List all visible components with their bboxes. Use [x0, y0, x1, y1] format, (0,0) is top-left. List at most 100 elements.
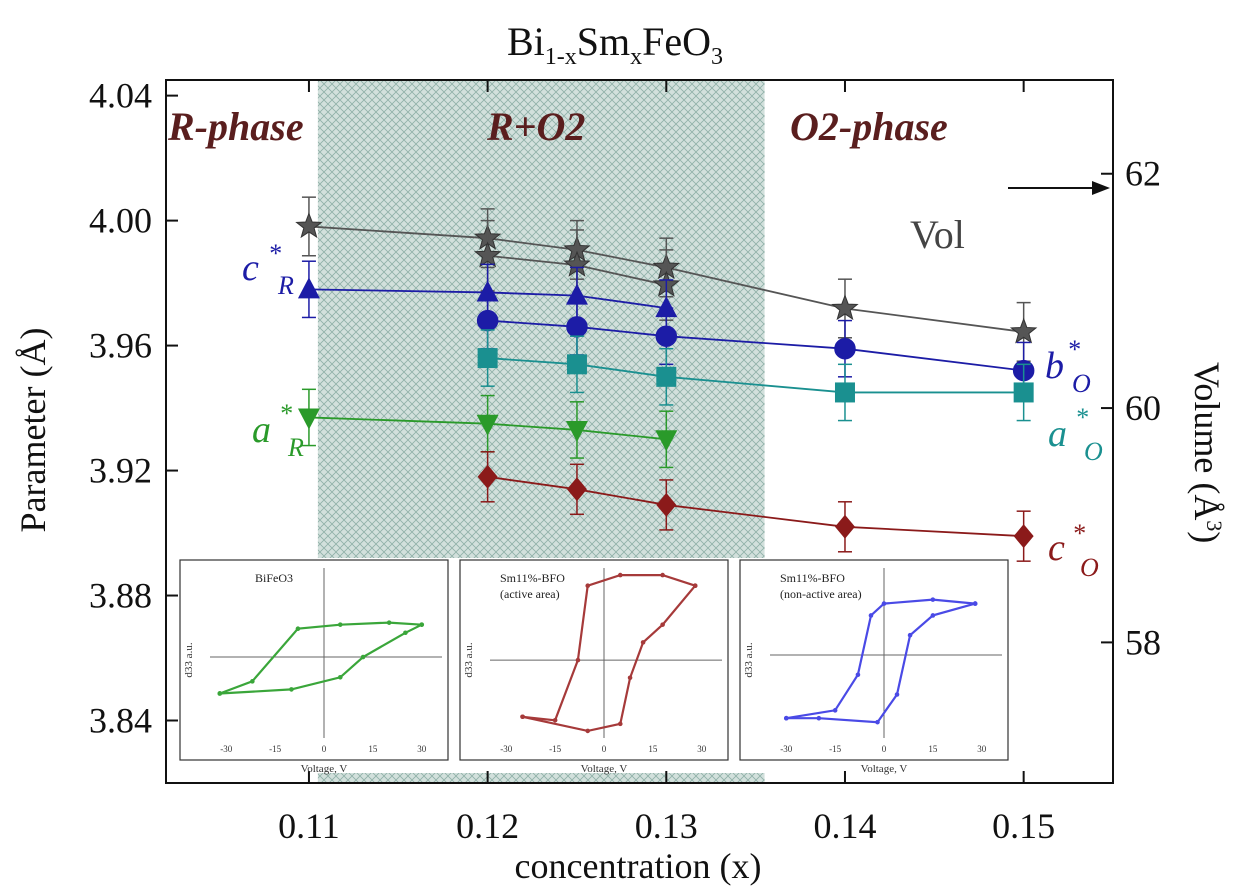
inset-x-tick-label: -15: [549, 744, 561, 754]
svg-text:*: *: [1067, 335, 1080, 364]
svg-text:c: c: [1048, 527, 1065, 569]
phase-label-o2: O2-phase: [790, 104, 948, 149]
inset-point: [617, 721, 623, 727]
y-tick-label: 4.04: [89, 76, 152, 116]
series-marker: [831, 294, 859, 321]
inset-x-label: Voltage, V: [861, 763, 908, 775]
inset-point: [419, 622, 425, 627]
inset-x-label: Voltage, V: [301, 763, 348, 775]
series-marker: [656, 366, 677, 387]
series-marker: [834, 337, 856, 360]
series-marker: [565, 420, 588, 442]
svg-text:b: b: [1045, 345, 1064, 387]
y-tick-label: 3.92: [89, 451, 152, 491]
series-marker: [476, 309, 499, 332]
vol-label: Vol: [910, 212, 965, 257]
series-marker: [655, 430, 678, 452]
inset-point: [640, 640, 646, 645]
phase-label-r-o2: R+O2: [486, 104, 585, 149]
series-label-a-r: a * R: [252, 399, 304, 462]
series-marker: [476, 414, 499, 436]
inset-point: [783, 715, 789, 721]
inset-point: [875, 719, 880, 725]
inset-loop: [219, 623, 423, 695]
series-marker: [297, 408, 320, 430]
inset-point: [907, 632, 913, 638]
inset-x-tick-label: -15: [269, 744, 281, 754]
inset-x-tick-label: 30: [417, 744, 427, 754]
inset-point: [403, 630, 408, 636]
inset-legend: BiFeO3: [255, 571, 293, 585]
inset-3: -30 -15 0 15 30 Voltage, V d33 a.u. Sm11%-BFO (n…: [739, 559, 1009, 775]
inset-loop: [219, 621, 422, 695]
series-a-r: [297, 388, 678, 469]
inset-frame: [739, 559, 1009, 761]
inset-x-tick-label: 0: [322, 744, 327, 754]
shaded-region: [317, 80, 765, 558]
inset-point: [660, 572, 665, 578]
svg-text:O: O: [1072, 369, 1091, 398]
svg-text:*: *: [1072, 519, 1085, 548]
inset-point: [386, 620, 392, 625]
series-c-o: [477, 451, 1034, 562]
inset-point: [855, 672, 861, 678]
svg-text:O: O: [1080, 553, 1099, 582]
series-line: [308, 416, 667, 441]
svg-text:c: c: [242, 247, 259, 289]
series-label-c-o: c * O: [1048, 519, 1099, 582]
series-marker: [477, 348, 498, 369]
svg-text:a: a: [1048, 413, 1067, 455]
series-marker: [834, 514, 855, 539]
inset-point: [832, 708, 838, 713]
y2-tick-label: 58: [1125, 622, 1161, 662]
series-label-b-o: b * O: [1045, 335, 1091, 398]
inset-x-label: Voltage, V: [581, 763, 628, 775]
series-marker: [1009, 317, 1038, 344]
inset-point: [337, 622, 343, 627]
x-tick-label: 0.14: [813, 806, 876, 846]
x-tick-label: 0.13: [635, 806, 698, 846]
y-tick-label: 4.00: [89, 201, 152, 241]
svg-text:O: O: [1084, 437, 1103, 466]
inset-point: [617, 572, 623, 578]
inset-point: [552, 717, 558, 723]
chart-title: Bi1-xSmxFeO3: [507, 19, 723, 70]
series-marker: [295, 212, 323, 239]
inset-point: [660, 622, 665, 627]
x-axis-title: concentration (x): [515, 846, 762, 886]
inset-2: -30 -15 0 15 30 Voltage, V d33 a.u. Sm11%-BFO (a…: [459, 559, 729, 775]
phase-label-r: R-phase: [167, 104, 304, 149]
inset-1: -30 -15 0 15 30 Voltage, V d33 a.u. BiFeO3: [179, 559, 449, 775]
inset-point: [972, 601, 978, 606]
inset-y-label: d33 a.u.: [463, 642, 475, 677]
inset-x-tick-label: 15: [648, 744, 658, 754]
svg-text:a: a: [252, 409, 271, 451]
inset-x-tick-label: 0: [882, 744, 887, 754]
series-line: [308, 288, 667, 309]
inset-x-tick-label: -15: [829, 744, 841, 754]
inset-frame: [179, 559, 449, 761]
svg-text:R: R: [287, 433, 304, 462]
inset-point: [575, 657, 581, 663]
plot-frame: [165, 79, 1114, 784]
series-marker: [473, 241, 502, 268]
inset-x-tick-label: 15: [928, 744, 938, 754]
series-marker: [1013, 382, 1034, 403]
inset-x-tick-label: -30: [780, 744, 792, 754]
inset-y-label: d33 a.u.: [183, 642, 195, 677]
y2-axis-title-text: Volume (Å3): [1187, 362, 1227, 543]
series-marker: [566, 477, 587, 502]
inset-legend-2: (active area): [500, 587, 560, 601]
inset-x-tick-label: -30: [500, 744, 512, 754]
inset-point: [881, 601, 887, 606]
inset-point: [585, 583, 591, 589]
inset-point: [295, 626, 301, 632]
inset-point: [627, 675, 633, 681]
svg-text:*: *: [268, 239, 281, 268]
series-marker: [566, 354, 587, 375]
shaded-region-bottom: [317, 773, 765, 783]
inset-x-tick-label: 30: [697, 744, 707, 754]
inset-y-label: d33 a.u.: [743, 642, 755, 677]
series-marker: [834, 382, 855, 403]
